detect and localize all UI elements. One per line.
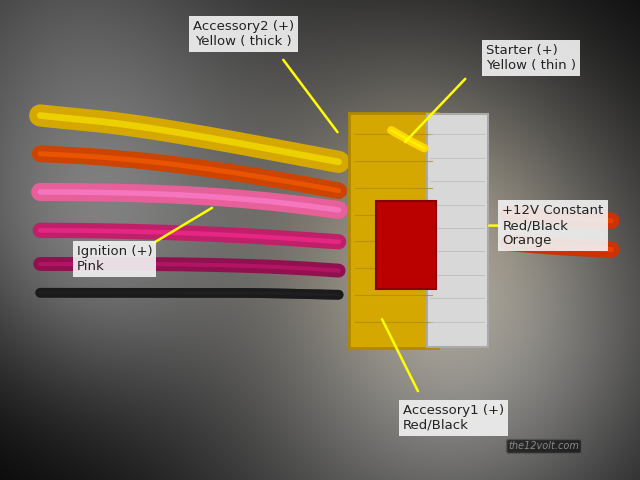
Text: Ignition (+)
Pink: Ignition (+) Pink xyxy=(77,245,152,273)
Text: Accessory2 (+)
Yellow ( thick ): Accessory2 (+) Yellow ( thick ) xyxy=(193,20,294,48)
Text: the12volt.com: the12volt.com xyxy=(509,442,579,451)
Text: +12V Constant
Red/Black
Orange: +12V Constant Red/Black Orange xyxy=(502,204,604,247)
FancyBboxPatch shape xyxy=(349,113,438,348)
Text: Starter (+)
Yellow ( thin ): Starter (+) Yellow ( thin ) xyxy=(486,44,577,72)
FancyBboxPatch shape xyxy=(427,114,488,347)
Text: Accessory1 (+)
Red/Black: Accessory1 (+) Red/Black xyxy=(403,404,504,432)
FancyBboxPatch shape xyxy=(376,201,436,289)
